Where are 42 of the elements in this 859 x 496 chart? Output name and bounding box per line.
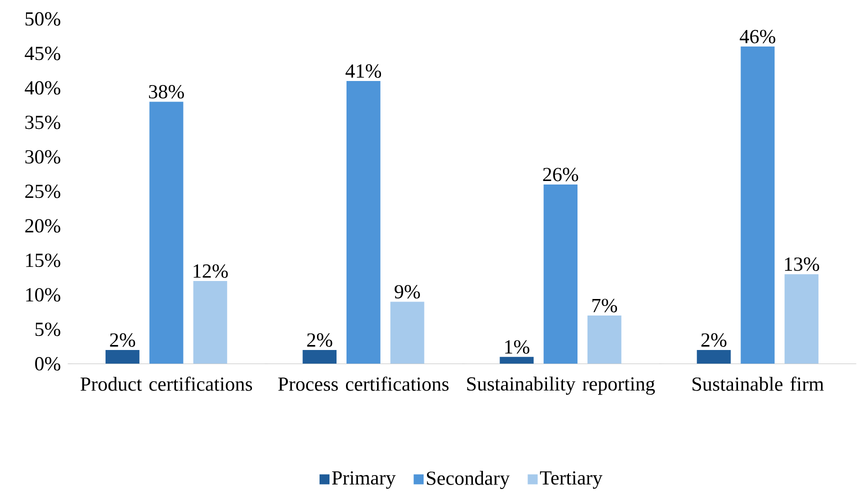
- y-tick-label: 35%: [25, 115, 60, 129]
- bar: [193, 280, 228, 364]
- data-label: 2%: [701, 333, 726, 347]
- y-tick-label: 5%: [36, 322, 60, 336]
- y-tick-label: 20%: [25, 218, 60, 232]
- data-label: 46%: [740, 30, 776, 44]
- legend-label: Tertiary: [540, 471, 602, 489]
- data-label: 26%: [543, 168, 578, 182]
- y-tick-label: 15%: [26, 253, 60, 267]
- data-label: 9%: [394, 284, 420, 298]
- bar: [544, 184, 578, 364]
- y-tick-label: 0%: [35, 356, 60, 370]
- data-label: 2%: [307, 333, 332, 347]
- bar: [784, 274, 818, 364]
- data-label: 1%: [505, 340, 530, 354]
- y-tick-label: 25%: [25, 184, 60, 198]
- bar: [302, 350, 337, 364]
- x-tick-label: Product certifications: [80, 376, 252, 391]
- data-label: 13%: [785, 257, 820, 271]
- bar: [106, 350, 140, 364]
- y-tick-label: 40%: [24, 80, 60, 94]
- data-label: 41%: [346, 64, 382, 78]
- bar: [149, 102, 184, 364]
- legend-label: Primary: [332, 471, 396, 489]
- bar: [500, 356, 534, 364]
- data-label: 12%: [194, 264, 228, 278]
- data-label: 2%: [110, 333, 136, 347]
- y-tick-label: 50%: [26, 12, 60, 26]
- x-tick-label: Sustainable firm: [692, 376, 824, 391]
- bar: [740, 46, 775, 364]
- y-tick-label: 10%: [26, 288, 60, 302]
- data-label: 38%: [149, 84, 184, 98]
- legend-label: Secondary: [426, 470, 510, 489]
- y-tick-label: 30%: [25, 150, 60, 164]
- y-tick-label: 45%: [24, 46, 60, 60]
- x-tick-label: Process certifications: [278, 376, 449, 391]
- x-tick-label: Sustainability reporting: [467, 376, 655, 395]
- bar: [346, 80, 380, 364]
- data-label: 7%: [592, 298, 618, 312]
- bar: [696, 350, 731, 364]
- bar: [390, 302, 424, 364]
- bar: [587, 315, 622, 364]
